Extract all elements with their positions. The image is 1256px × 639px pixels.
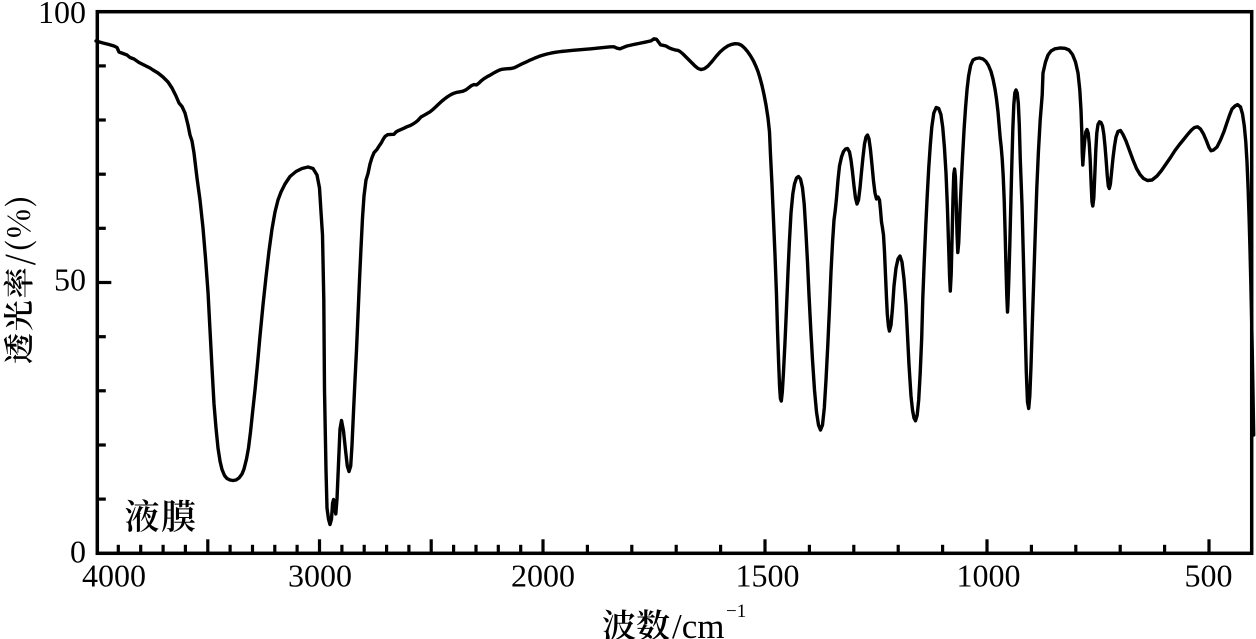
svg-text:2000: 2000 [511, 558, 575, 594]
svg-text:0: 0 [70, 534, 86, 570]
svg-text:1500: 1500 [736, 558, 800, 594]
svg-text:1000: 1000 [957, 558, 1021, 594]
svg-text:500: 500 [1185, 558, 1233, 594]
svg-text:/cm: /cm [672, 607, 724, 639]
svg-text:3000: 3000 [288, 558, 352, 594]
svg-text:4000: 4000 [82, 558, 146, 594]
svg-text:100: 100 [38, 0, 86, 30]
svg-text:−1: −1 [726, 601, 746, 622]
svg-text:50: 50 [54, 262, 86, 298]
